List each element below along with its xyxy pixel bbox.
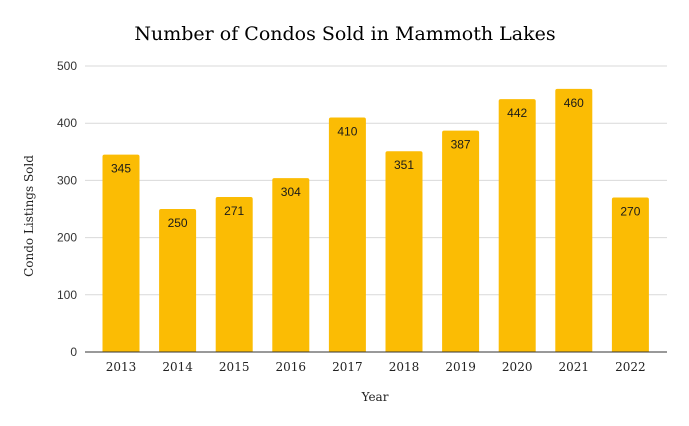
x-tick-label: 2015 bbox=[219, 360, 250, 374]
bar bbox=[442, 130, 480, 352]
bar bbox=[611, 197, 649, 352]
y-axis-label: Condo Listings Sold bbox=[22, 155, 36, 277]
x-tick-label: 2021 bbox=[559, 360, 590, 374]
bar bbox=[102, 154, 140, 352]
data-label: 271 bbox=[224, 204, 244, 218]
data-label: 460 bbox=[564, 96, 584, 110]
data-label: 351 bbox=[394, 158, 414, 172]
data-label: 410 bbox=[337, 124, 357, 138]
data-label: 442 bbox=[507, 106, 527, 120]
y-tick-label: 500 bbox=[57, 59, 77, 73]
x-tick-label: 2020 bbox=[502, 360, 533, 374]
y-tick-label: 100 bbox=[57, 288, 77, 302]
x-tick-label: 2014 bbox=[162, 360, 193, 374]
x-tick-label: 2018 bbox=[389, 360, 420, 374]
data-labels: 345 250 271 304 410 351 387 442 460 270 bbox=[111, 96, 641, 230]
x-tick-label: 2017 bbox=[332, 360, 363, 374]
x-axis-ticks: 2013 2014 2015 2016 2017 2018 2019 2020 2021 2022 bbox=[106, 360, 646, 374]
x-tick-label: 2019 bbox=[445, 360, 476, 374]
x-axis-label: Year bbox=[361, 390, 389, 404]
bar bbox=[498, 99, 536, 353]
data-label: 304 bbox=[281, 185, 301, 199]
y-tick-label: 0 bbox=[70, 345, 77, 359]
bars bbox=[102, 88, 649, 353]
bar bbox=[272, 178, 310, 352]
data-label: 387 bbox=[451, 138, 471, 152]
chart-title: Number of Condos Sold in Mammoth Lakes bbox=[134, 23, 555, 45]
x-tick-label: 2022 bbox=[615, 360, 646, 374]
bar bbox=[385, 151, 423, 352]
y-tick-label: 300 bbox=[57, 173, 77, 187]
data-label: 345 bbox=[111, 162, 131, 176]
bar bbox=[328, 117, 366, 352]
bar bbox=[159, 209, 197, 352]
y-tick-label: 200 bbox=[57, 231, 77, 245]
bar bbox=[215, 196, 253, 352]
x-tick-label: 2016 bbox=[276, 360, 307, 374]
y-tick-label: 400 bbox=[57, 116, 77, 130]
y-axis-ticks: 0 100 200 300 400 500 bbox=[57, 59, 77, 359]
data-label: 270 bbox=[620, 205, 640, 219]
data-label: 250 bbox=[168, 216, 188, 230]
bar bbox=[555, 88, 593, 352]
x-tick-label: 2013 bbox=[106, 360, 137, 374]
